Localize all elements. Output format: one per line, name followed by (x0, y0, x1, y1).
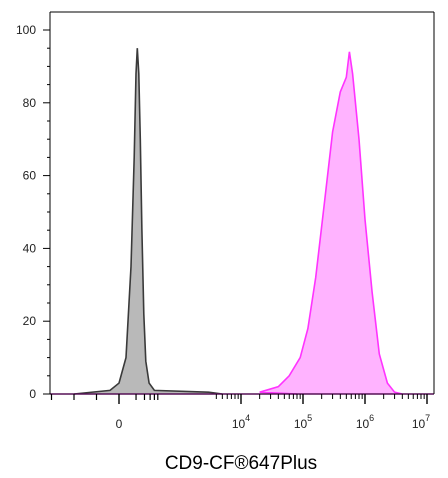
x-tick-label: 105 (294, 413, 312, 431)
series-layer (50, 48, 434, 395)
series-0-fill (74, 48, 223, 394)
x-tick-label: 107 (412, 413, 430, 431)
x-tick-label: 106 (356, 413, 374, 431)
x-tick-label: 0 (116, 417, 123, 431)
y-tick-label: 100 (16, 23, 36, 37)
x-axis-ticks: 0 104 105 106 107 (50, 394, 430, 431)
x-axis-title: CD9-CF®647Plus (165, 453, 317, 474)
y-axis-ticks: 0 20 40 60 80 100 (16, 23, 50, 401)
y-tick-label: 40 (23, 241, 37, 255)
y-tick-label: 60 (23, 169, 37, 183)
x-tick-label: 104 (232, 413, 250, 431)
y-tick-label: 80 (23, 96, 37, 110)
y-tick-label: 0 (29, 387, 36, 401)
series-1-line (259, 51, 403, 395)
series-0-line (73, 48, 223, 395)
y-tick-label: 20 (23, 314, 37, 328)
series-1-fill (259, 51, 403, 395)
axes-layer (49, 11, 435, 395)
